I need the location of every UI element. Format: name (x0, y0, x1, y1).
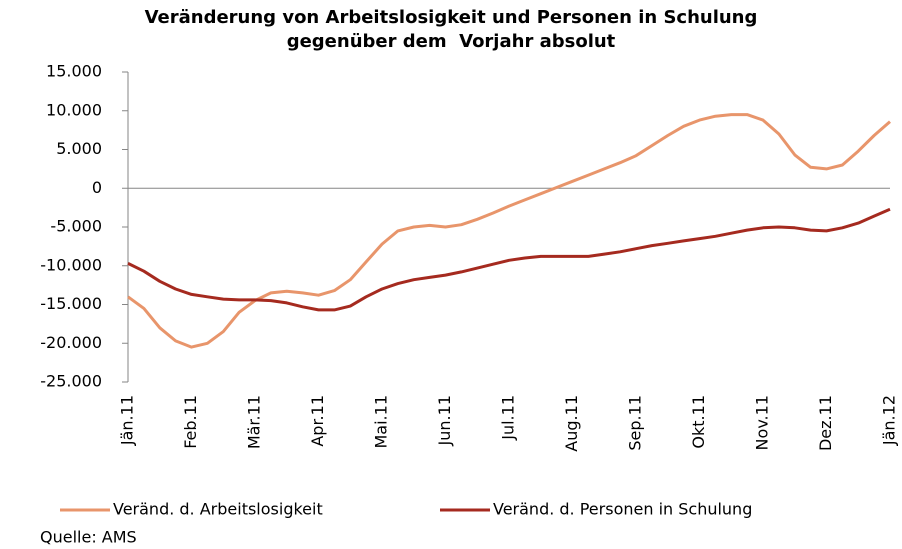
x-tick-label: Mai.11 (372, 395, 391, 449)
legend-label: Veränd. d. Arbeitslosigkeit (113, 500, 323, 519)
x-tick-label: Aug.11 (562, 395, 581, 452)
x-tick-label: Jul.11 (499, 395, 518, 441)
x-tick-label: Mär.11 (245, 395, 264, 449)
x-tick-label: Nov.11 (753, 395, 772, 450)
y-tick-label: 5.000 (56, 139, 102, 158)
y-tick-label: 10.000 (46, 100, 102, 119)
chart-title: Veränderung von Arbeitslosigkeit und Per… (144, 7, 764, 52)
x-tick-label: Okt.11 (689, 395, 708, 449)
x-tick-label: Sep.11 (626, 395, 645, 451)
y-tick-label: -15.000 (40, 294, 102, 313)
x-tick-label: Jun.11 (435, 395, 454, 446)
y-tick-label: -5.000 (50, 217, 102, 236)
x-tick-label: Apr.11 (308, 395, 327, 447)
y-tick-label: 15.000 (46, 62, 102, 81)
y-tick-label: -20.000 (40, 333, 102, 352)
x-tick-label: Feb.11 (181, 395, 200, 449)
x-tick-label: Jän.11 (118, 395, 137, 446)
legend-label: Veränd. d. Personen in Schulung (493, 500, 752, 519)
x-tick-label: Dez.11 (816, 395, 835, 451)
x-tick-label: Jän.12 (880, 395, 899, 446)
y-tick-label: 0 (92, 178, 102, 197)
y-tick-label: -10.000 (40, 255, 102, 274)
series-line (127, 113, 891, 349)
y-tick-label: -25.000 (40, 372, 102, 391)
series-line (127, 207, 891, 312)
source: Quelle: AMS (40, 528, 137, 547)
